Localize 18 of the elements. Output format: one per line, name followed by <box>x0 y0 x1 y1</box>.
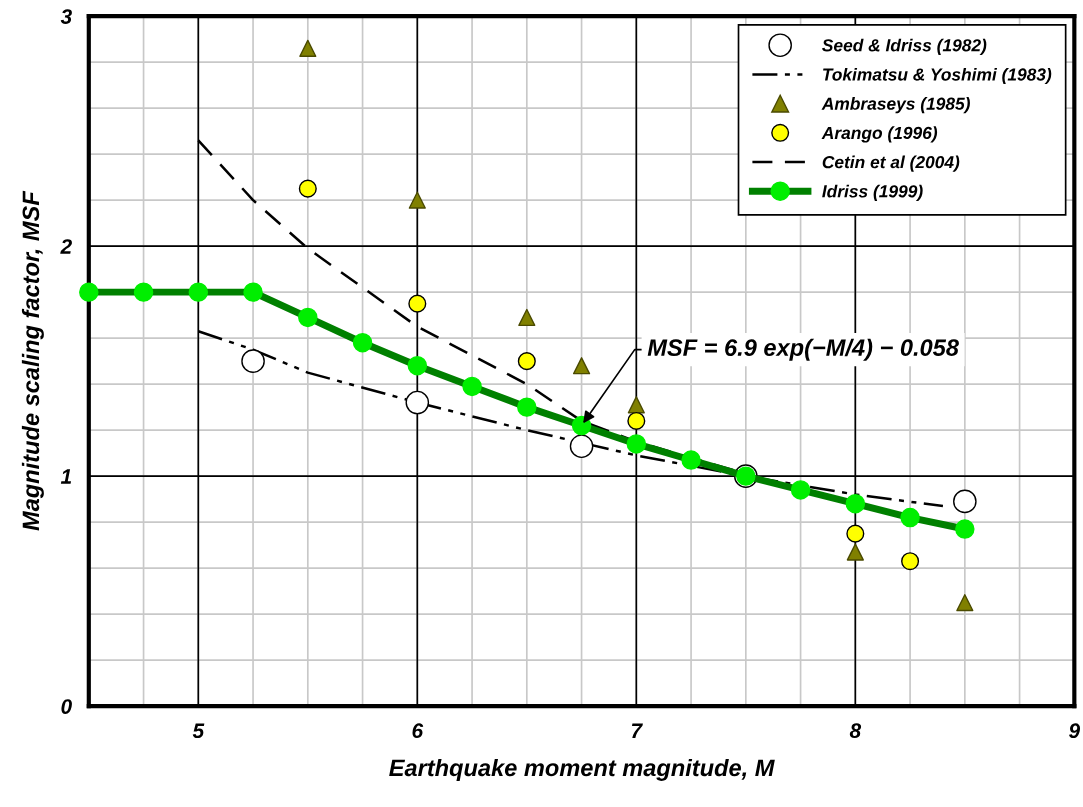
y-tick-label: 0 <box>61 699 72 714</box>
x-tick-label: 9 <box>1069 723 1081 739</box>
legend-label: Idriss (1999) <box>822 184 923 201</box>
x-tick-label: 7 <box>631 723 643 738</box>
x-tick-label: 8 <box>849 723 862 739</box>
annotation: MSF = 6.9 exp(−M/4) − 0.058 <box>647 338 959 361</box>
legend-label: Seed & Idriss (1982) <box>822 38 987 55</box>
legend-label: Ambraseys (1985) <box>821 97 970 114</box>
legend-label: Arango (1996) <box>821 126 938 143</box>
x-axis-title: Earthquake moment magnitude, M <box>389 758 775 781</box>
legend-label: Tokimatsu & Yoshimi (1983) <box>823 67 1052 85</box>
y-tick-label: 2 <box>60 239 72 254</box>
y-tick-label: 3 <box>60 9 72 24</box>
x-tick-label: 5 <box>192 723 205 739</box>
x-tick-label: 6 <box>412 723 424 739</box>
y-axis-title: Magnitude scaling factor, MSF <box>21 190 44 531</box>
y-tick-label: 1 <box>60 469 72 484</box>
legend-label: Cetin et al (2004) <box>822 155 960 172</box>
